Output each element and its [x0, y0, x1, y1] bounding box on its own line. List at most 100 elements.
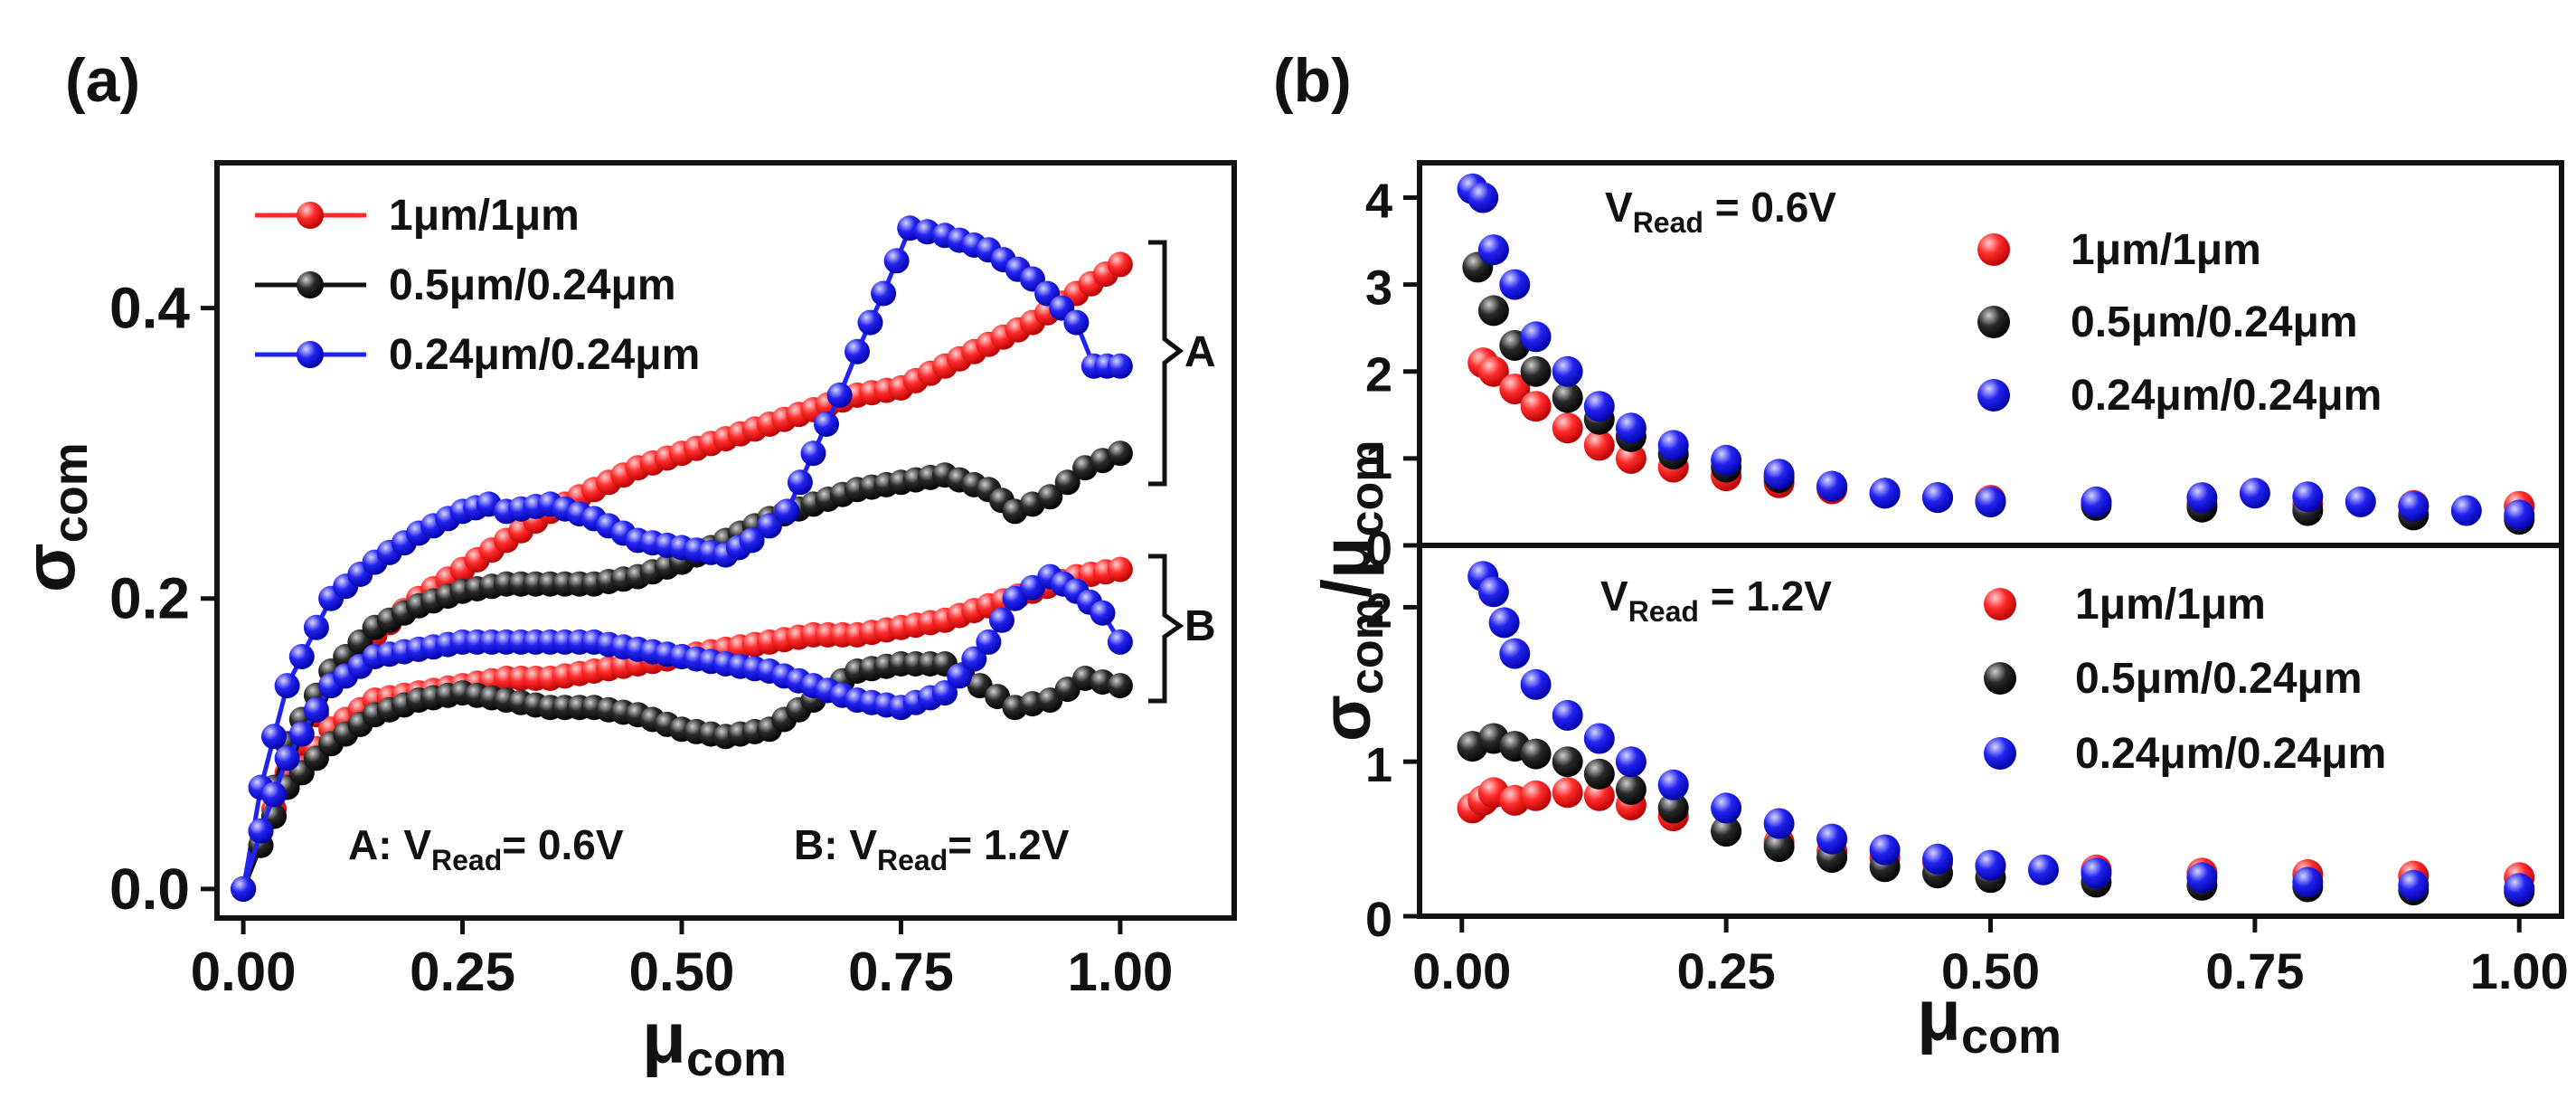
data-point — [800, 440, 826, 467]
data-point — [1763, 808, 1795, 839]
annotation-b-value: = 1.2V — [948, 821, 1070, 868]
series-0-5-m-0-24-m-a — [231, 440, 1133, 902]
data-point — [2081, 486, 2112, 517]
data-point — [1520, 780, 1552, 811]
y-tick-label: 0.2 — [109, 566, 190, 631]
data-point — [2081, 857, 2112, 889]
data-point — [1763, 831, 1795, 863]
data-point — [1054, 469, 1080, 496]
data-point — [2450, 495, 2482, 526]
data-point — [787, 469, 813, 496]
data-point — [1477, 234, 1509, 266]
panel-a-x-axis-symbol: μ — [642, 998, 686, 1078]
panel-b-y-den: μ — [1308, 536, 1385, 579]
annotation-b-vread: B: VRead= 1.2V — [794, 821, 1070, 876]
annotation-b-sub: Read — [877, 844, 948, 876]
data-point — [1477, 295, 1509, 327]
data-point — [1520, 668, 1552, 700]
legend-label-024um-024um: 0.24μm/0.24μm — [389, 331, 700, 379]
data-point — [2292, 866, 2324, 898]
panel-a-x-axis-sub: com — [686, 1032, 787, 1086]
data-point — [1520, 738, 1552, 770]
panel-b-top-annotation-value: = 0.6V — [1703, 184, 1836, 231]
panel-b-top-legend: 1μm/1μm 0.5μm/0.24μm 0.24μm/0.24μm — [1977, 226, 2382, 420]
data-point — [1467, 182, 1499, 213]
y-tick-label: 2 — [1365, 583, 1392, 638]
data-point — [1615, 773, 1647, 805]
panel-a-legend: 1μm/1μm 0.5μm/0.24μm 0.24μm/0.24μm — [255, 192, 700, 379]
x-tick-label: 0.00 — [191, 942, 297, 1002]
data-point — [1037, 484, 1063, 510]
series-0-24-m-0-24-m — [1457, 173, 2535, 531]
legend-marker-blue — [1977, 379, 2010, 412]
legend-label-05um-024um: 0.5μm/0.24μm — [2071, 298, 2358, 346]
panel-b-top-annotation-sub: Read — [1633, 206, 1703, 239]
data-point — [1552, 355, 1583, 387]
annotation-a-value: = 0.6V — [502, 821, 624, 868]
annotation-a-prefix: A: V — [348, 821, 431, 868]
data-point — [1552, 746, 1583, 778]
panel-b-label: (b) — [1273, 46, 1352, 115]
data-point — [1107, 251, 1133, 278]
panel-b-x-axis-label: μcom — [1917, 975, 2062, 1064]
x-tick-label: 0.50 — [629, 942, 735, 1002]
data-point — [1975, 486, 2006, 517]
panel-b-ticks: 0 1 2 3 4 0 1 2 0.00 0.25 0.50 0.75 1.00 — [1365, 174, 2569, 999]
data-point — [1869, 478, 1901, 509]
data-point — [2239, 478, 2270, 509]
panel-a-x-axis-label: μcom — [642, 998, 787, 1086]
data-point — [303, 614, 329, 640]
panel-b-bottom-series — [1457, 561, 2535, 907]
y-tick-label: 1 — [1365, 435, 1392, 489]
data-point — [303, 696, 329, 723]
data-point — [989, 607, 1014, 633]
data-point — [739, 527, 765, 554]
series-0-24-m-0-24-m — [1467, 561, 2535, 904]
panel-b-y-num-sub: com — [1341, 598, 1393, 695]
panel-b-y-axis-label: σcom/μcom — [1308, 440, 1393, 742]
legend-marker-black — [297, 271, 324, 298]
data-point — [288, 644, 315, 669]
legend-label-1um-1um: 1μm/1μm — [389, 192, 580, 240]
data-point — [1657, 430, 1689, 461]
legend-label-1um-1um: 1μm/1μm — [2071, 226, 2261, 274]
data-point — [1583, 723, 1615, 754]
x-tick-label: 0.25 — [1677, 942, 1776, 999]
panel-b-y-num: σ — [1308, 695, 1385, 742]
data-point — [1763, 459, 1795, 490]
legend-marker-black — [1984, 662, 2016, 695]
x-tick-label: 0.50 — [1941, 942, 2040, 999]
panel-a: (a) 0.00.20.40.00 0.25 0.50 0.75 1.00 σcom μ… — [9, 46, 1237, 1086]
data-point — [1477, 355, 1509, 387]
panel-a-series — [231, 215, 1133, 902]
data-point — [288, 721, 315, 747]
x-tick-label: 0.75 — [848, 942, 954, 1002]
data-point — [1711, 444, 1742, 476]
data-point — [2504, 499, 2535, 531]
panel-b-top-annotation-prefix: V — [1605, 184, 1633, 231]
x-tick-label: 0.00 — [1412, 942, 1511, 999]
legend-label-05um-024um: 0.5μm/0.24μm — [2075, 655, 2363, 703]
data-point — [947, 663, 973, 689]
data-point — [1520, 355, 1552, 387]
data-point — [2398, 869, 2430, 901]
panel-b-y-sep: / — [1308, 579, 1385, 598]
panel-b-bottom-annotation-sub: Read — [1628, 595, 1699, 628]
y-tick-label: 4 — [1365, 174, 1392, 228]
data-point — [2186, 482, 2218, 514]
data-point — [1552, 777, 1583, 809]
annotation-b-prefix: B: V — [794, 821, 877, 868]
data-point — [774, 498, 800, 525]
panel-b-bottom-annotation: VRead = 1.2V — [1600, 573, 1832, 628]
y-tick-label: 0 — [1365, 522, 1392, 576]
y-tick-label: 2 — [1365, 348, 1392, 402]
data-point — [1520, 391, 1552, 422]
annotation-a-sub: Read — [431, 844, 502, 876]
x-tick-label: 1.00 — [2470, 942, 2569, 999]
data-point — [1063, 309, 1090, 336]
data-point — [2186, 862, 2218, 894]
data-point — [2028, 854, 2059, 885]
data-point — [961, 646, 987, 672]
data-point — [814, 412, 839, 437]
